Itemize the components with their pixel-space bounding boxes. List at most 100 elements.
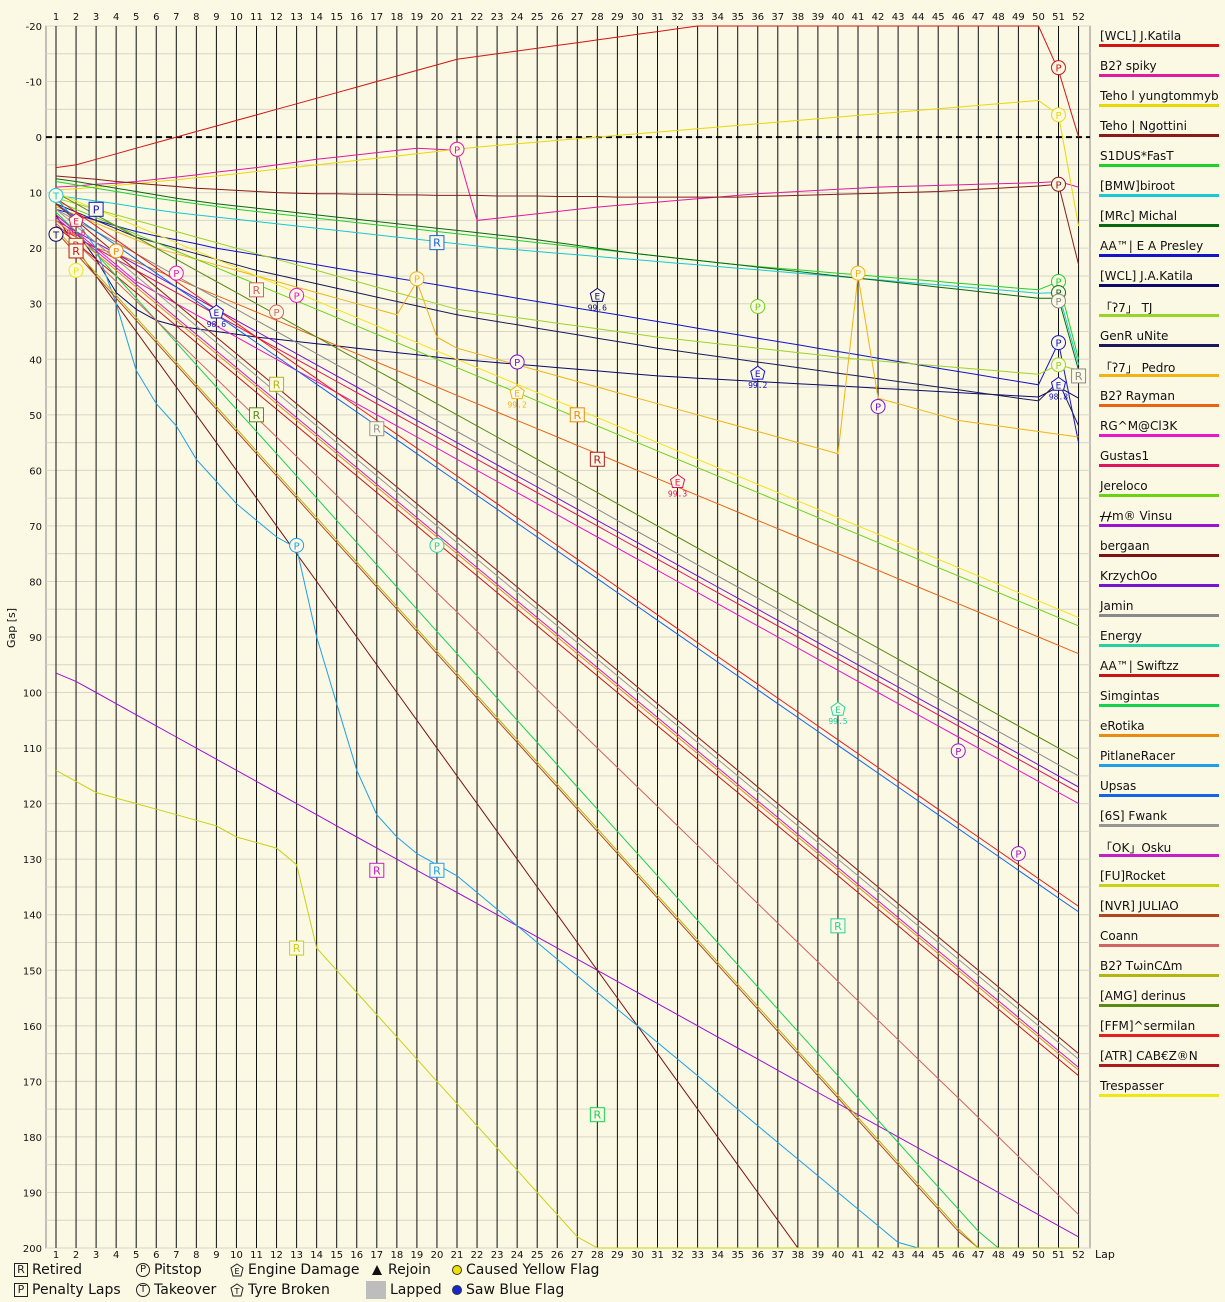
retired-letter: R <box>433 864 441 877</box>
series-line <box>55 769 1079 1249</box>
y-tick-label: 110 <box>23 744 42 755</box>
pitstop-letter: P <box>1055 339 1061 350</box>
y-tick-label: 50 <box>29 411 42 422</box>
x-tick-label: 9 <box>213 1250 219 1261</box>
legend-swatch <box>1099 374 1219 377</box>
x-tick-label: 10 <box>230 12 243 23</box>
retired-letter: R <box>273 378 281 391</box>
pitstop-letter: P <box>274 308 280 319</box>
y-tick-label: 80 <box>29 577 42 588</box>
legend-swatch <box>1099 524 1219 527</box>
legend-label: [ATR] CAB€Z®N <box>1100 1049 1198 1063</box>
legend-item: Simgintas <box>1099 686 1219 716</box>
x-tick-label: 6 <box>153 12 159 23</box>
series-line <box>55 208 1079 777</box>
x-tick-label: 47 <box>972 1250 985 1261</box>
pitstop-marker: P <box>68 262 84 278</box>
x-tick-label: 6 <box>153 1250 159 1261</box>
legend-swatch <box>1099 344 1219 347</box>
x-tick-label: 10 <box>230 1250 243 1261</box>
x-tick-label: 28 <box>591 12 604 23</box>
series-line <box>55 192 1079 760</box>
x-tick-label: 37 <box>771 1250 784 1261</box>
x-tick-label: 21 <box>451 1250 464 1261</box>
x-tick-label: 35 <box>731 1250 744 1261</box>
x-tick-label: 24 <box>511 1250 524 1261</box>
x-tick-label: 1 <box>53 1250 59 1261</box>
y-tick-label: 10 <box>29 189 42 200</box>
legend-item: [NVR] JULIAO <box>1099 896 1219 926</box>
legend-item: B2ʔ Rayman <box>1099 386 1219 416</box>
legend-label: GenR uNite <box>1100 329 1169 343</box>
series-line <box>55 672 1079 1238</box>
y-tick-label: 150 <box>23 966 42 977</box>
series-line <box>55 99 1080 227</box>
series-line <box>55 222 1079 1216</box>
series-line <box>55 25 1080 169</box>
legend-label: 「OK」Osku <box>1100 841 1172 855</box>
pitstop-circle <box>429 537 445 553</box>
pitstop-circle <box>750 299 766 315</box>
x-tick-label: 35 <box>731 12 744 23</box>
retired-letter: R <box>293 942 301 955</box>
x-tick-label: 32 <box>671 1250 684 1261</box>
engine-pentagon <box>68 212 84 227</box>
key-engine-damage: E Engine Damage <box>230 1262 360 1278</box>
pitstop-letter: P <box>1015 850 1021 861</box>
retired-letter: R <box>253 409 261 422</box>
legend-item: [ATR] CAB€Z®N <box>1099 1046 1219 1076</box>
x-tick-label: 11 <box>250 1250 263 1261</box>
y-tick-label: 200 <box>23 1244 42 1255</box>
pitstop-letter: P <box>875 402 881 413</box>
pitstop-marker: P <box>449 141 465 157</box>
retired-letter: R <box>433 237 441 250</box>
x-tick-label: 31 <box>651 12 664 23</box>
x-tick-label: 48 <box>992 1250 1005 1261</box>
engine-marker: E99.2 <box>748 365 768 390</box>
legend-label: AA™| E A Presley <box>1100 239 1204 253</box>
legend-item: GenR uNite <box>1099 326 1219 356</box>
y-tick-label: 170 <box>23 1077 42 1088</box>
legend-label: Trespasser <box>1100 1079 1164 1093</box>
x-tick-label: 28 <box>591 1250 604 1261</box>
legend-item: [6S] Fwank <box>1099 806 1219 836</box>
legend-swatch <box>1099 734 1219 737</box>
takeover-icon: T <box>136 1283 150 1297</box>
pitstop-circle <box>1010 846 1026 862</box>
takeover-letter: T <box>52 230 60 241</box>
x-tick-label: 50 <box>1032 1250 1045 1261</box>
x-tick-label: 30 <box>631 12 644 23</box>
legend-label: ᚋᚋm® Vinsu <box>1100 509 1173 523</box>
retired-marker: R <box>429 862 445 878</box>
legend-item: 「OK」Osku <box>1099 836 1219 866</box>
series-line <box>55 214 1079 399</box>
legend-label: [MRc] Michal <box>1100 209 1178 223</box>
x-tick-label: 45 <box>932 12 945 23</box>
retired-marker: R <box>289 940 305 956</box>
legend-swatch <box>1099 254 1219 257</box>
pitstop-circle <box>509 354 525 370</box>
x-tick-label: 20 <box>431 1250 444 1261</box>
x-tick-label: 15 <box>330 12 343 23</box>
legend-swatch <box>1099 1004 1219 1007</box>
pitstop-marker: P <box>409 271 425 287</box>
x-tick-label: 13 <box>290 1250 303 1261</box>
x-tick-label: 27 <box>571 1250 584 1261</box>
x-tick-label: 17 <box>370 12 383 23</box>
x-tick-label: 21 <box>451 12 464 23</box>
retired-letter: R <box>594 453 602 466</box>
engine-letter: E <box>1056 381 1062 391</box>
pitstop-marker: P <box>168 265 184 281</box>
pitstop-circle <box>269 304 285 320</box>
series-line <box>55 225 1079 1077</box>
pitstop-letter: P <box>113 247 119 258</box>
svg-text:E: E <box>234 1267 239 1276</box>
retired-box <box>249 407 264 423</box>
engine-pentagon <box>208 304 224 319</box>
legend-label: [6S] Fwank <box>1100 809 1168 823</box>
legend-label: [FFM]^sermilan <box>1100 1019 1196 1033</box>
x-tick-label: 7 <box>173 1250 179 1261</box>
event-markers: PPPPPPPPPPPPPPPPPPPPPPPRRRRRRRRRRRRRRRTT… <box>48 60 1087 1123</box>
pitstop-marker: P <box>1051 335 1066 351</box>
pitstop-circle <box>950 743 966 759</box>
